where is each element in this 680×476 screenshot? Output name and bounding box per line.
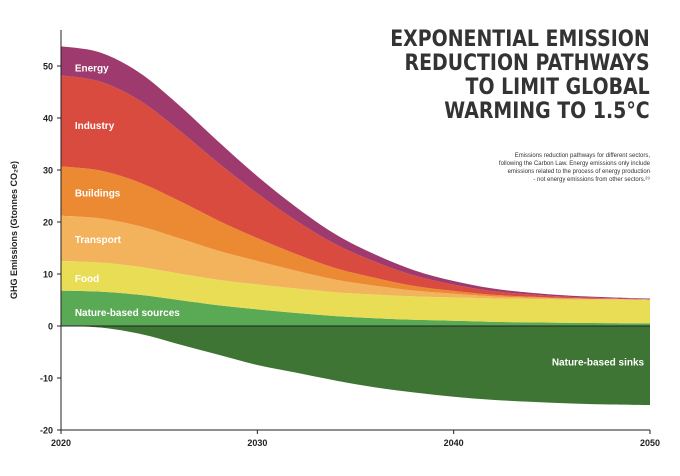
y-tick-label: 10	[43, 270, 53, 280]
subtitle-line-1: Emissions reduction pathways for differe…	[514, 153, 650, 159]
area-transport	[61, 215, 650, 300]
area-industry	[61, 75, 650, 300]
area-nature-based-sources	[61, 290, 650, 326]
label-food: Food	[75, 274, 99, 285]
label-energy: Energy	[75, 64, 109, 75]
y-tick-label: 40	[43, 114, 53, 124]
chart-subtitle: Emissions reduction pathways for differe…	[490, 152, 650, 184]
y-tick-label: 30	[43, 166, 53, 176]
label-transport: Transport	[75, 235, 122, 246]
area-buildings	[61, 166, 650, 300]
area-energy	[61, 46, 650, 300]
chart-title: EXPONENTIAL EMISSION REDUCTION PATHWAYS …	[391, 28, 650, 124]
x-tick-label: 2030	[247, 438, 267, 448]
subtitle-line-3: emissions related to the process of ener…	[507, 169, 650, 175]
area-nature-based-sinks	[61, 326, 650, 406]
stacked-areas	[61, 46, 650, 406]
x-tick-label: 2050	[640, 438, 660, 448]
title-line-1: EXPONENTIAL EMISSION	[390, 27, 650, 52]
y-tick-label: 20	[43, 218, 53, 228]
y-tick-label: 0	[48, 322, 53, 332]
label-nature-based-sources: Nature-based sources	[75, 308, 180, 319]
title-line-3: TO LIMIT GLOBAL	[465, 75, 650, 100]
label-buildings: Buildings	[75, 188, 121, 199]
y-tick-label: 50	[43, 62, 53, 72]
label-nature-based-sinks: Nature-based sinks	[552, 357, 645, 368]
area-food	[61, 261, 650, 324]
y-tick-label: -10	[40, 374, 53, 384]
x-tick-label: 2020	[51, 438, 71, 448]
subtitle-line-2: following the Carbon Law. Energy emissio…	[498, 161, 650, 167]
y-axis-label: GHG Emissions (Gtonnes CO₂e)	[9, 160, 19, 300]
title-line-4: WARMING TO 1.5°C	[444, 99, 650, 124]
x-tick-label: 2040	[444, 438, 464, 448]
series-labels: Nature-based sinks Nature-based sources Fo…	[75, 64, 645, 369]
subtitle-line-4: - not energy emissions from other sector…	[533, 177, 650, 183]
y-tick-label: -20	[40, 426, 53, 436]
label-industry: Industry	[75, 121, 115, 132]
title-line-2: REDUCTION PATHWAYS	[404, 51, 650, 76]
